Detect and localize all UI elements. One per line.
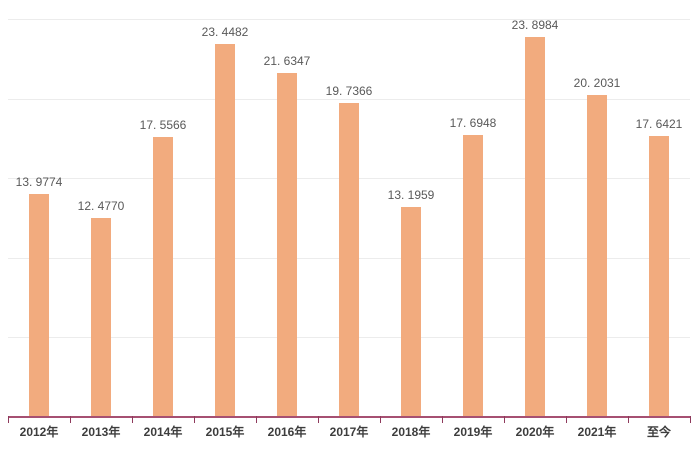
- bar-2021年[interactable]: [587, 95, 607, 417]
- x-axis-label-2015年: 2015年: [205, 425, 245, 439]
- bar-2014年[interactable]: [153, 137, 173, 417]
- x-axis-tick: [194, 416, 195, 423]
- bar-至今[interactable]: [649, 136, 669, 417]
- x-axis-tick: [132, 416, 133, 423]
- x-axis-tick: [318, 416, 319, 423]
- bar-2019年[interactable]: [463, 135, 483, 417]
- bar-2013年[interactable]: [91, 218, 111, 417]
- bar-2020年[interactable]: [525, 37, 545, 417]
- bar-value-label: 17. 6421: [635, 117, 683, 131]
- x-axis-tick: [380, 416, 381, 423]
- x-axis-tick: [690, 416, 691, 423]
- bar-2017年[interactable]: [339, 103, 359, 417]
- x-axis-label-2019年: 2019年: [453, 425, 493, 439]
- bar-value-label: 13. 1959: [387, 188, 435, 202]
- bar-value-label: 13. 9774: [15, 175, 63, 189]
- gridline: [8, 99, 690, 100]
- x-axis-label-2013年: 2013年: [81, 425, 121, 439]
- x-axis-label-2018年: 2018年: [391, 425, 431, 439]
- bar-2016年[interactable]: [277, 73, 297, 417]
- x-axis-tick: [256, 416, 257, 423]
- x-axis-tick: [504, 416, 505, 423]
- bar-value-label: 20. 2031: [573, 76, 621, 90]
- bar-value-label: 21. 6347: [263, 54, 311, 68]
- bar-value-label: 19. 7366: [325, 84, 373, 98]
- x-axis-line: [8, 416, 690, 418]
- x-axis-label-2012年: 2012年: [19, 425, 59, 439]
- bar-2018年[interactable]: [401, 207, 421, 417]
- x-axis-label-2017年: 2017年: [329, 425, 369, 439]
- gridline: [8, 19, 690, 20]
- x-axis-tick: [8, 416, 9, 423]
- x-axis-label-至今: 至今: [646, 425, 671, 439]
- x-axis-tick: [442, 416, 443, 423]
- bar-2015年[interactable]: [215, 44, 235, 417]
- x-axis-label-2014年: 2014年: [143, 425, 183, 439]
- x-axis-label-2016年: 2016年: [267, 425, 307, 439]
- bar-value-label: 17. 5566: [139, 118, 187, 132]
- bar-value-label: 12. 4770: [77, 199, 125, 213]
- bar-value-label: 23. 4482: [201, 25, 249, 39]
- x-axis-tick: [628, 416, 629, 423]
- bar-2012年[interactable]: [29, 194, 49, 417]
- x-axis-tick: [566, 416, 567, 423]
- x-axis-label-2020年: 2020年: [515, 425, 555, 439]
- x-axis-tick: [70, 416, 71, 423]
- bar-value-label: 23. 8984: [511, 18, 559, 32]
- bar-value-label: 17. 6948: [449, 116, 497, 130]
- x-axis-label-2021年: 2021年: [577, 425, 617, 439]
